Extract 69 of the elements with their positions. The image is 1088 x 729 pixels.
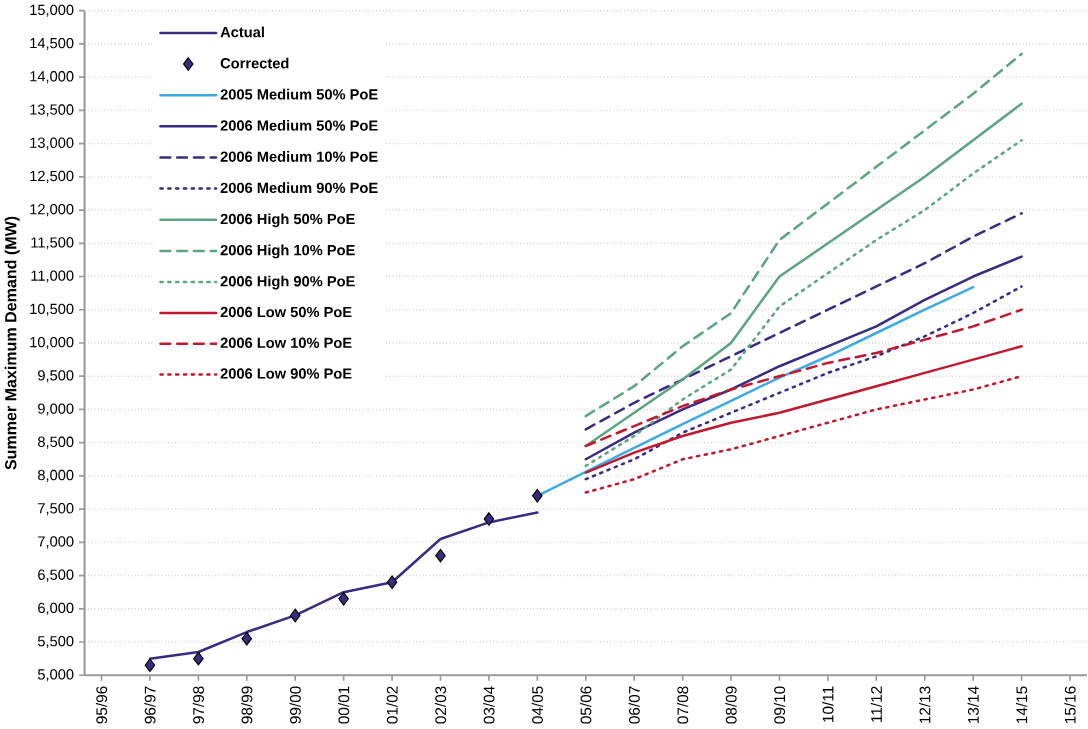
legend-label: 2006 High 50% PoE xyxy=(220,213,355,228)
x-tick-label: 11/12 xyxy=(870,686,882,722)
y-tick-label: 5,500 xyxy=(37,636,74,649)
legend-label: 2006 Medium 10% PoE xyxy=(220,151,378,162)
legend-label: 2006 High 90% PoE xyxy=(220,275,355,290)
y-tick-label: 14,000 xyxy=(30,71,74,84)
y-tick-label: 12,000 xyxy=(30,204,74,217)
point xyxy=(532,489,543,503)
x-tick-label: 13/14 xyxy=(967,686,979,724)
line-series xyxy=(584,345,1023,474)
legend-label: Corrected xyxy=(220,57,289,69)
x-tick-label: 15/16 xyxy=(1064,686,1076,724)
point xyxy=(144,658,156,673)
y-tick-label: 7,500 xyxy=(38,503,74,516)
x-tick-label: 10/11 xyxy=(822,686,834,722)
y-tick-label: 8,500 xyxy=(37,436,74,449)
line-series xyxy=(584,255,1023,461)
y-tick-label: 12,500 xyxy=(30,170,74,183)
x-tick-label: 05/06 xyxy=(580,686,592,724)
legend-label: 2006 High 10% PoE xyxy=(220,244,355,259)
y-tick-label: 11,000 xyxy=(31,270,74,283)
y-tick-label: 11,500 xyxy=(31,237,74,250)
x-tick-label: 09/10 xyxy=(773,686,786,724)
x-tick-label: 14/15 xyxy=(1015,686,1028,724)
point xyxy=(386,575,398,590)
y-tick-label: 5,000 xyxy=(37,669,74,682)
x-tick-label: 97/98 xyxy=(192,686,204,724)
y-tick-label: 9,500 xyxy=(38,370,74,383)
legend-label: 2006 Low 50% PoE xyxy=(220,306,352,318)
point xyxy=(338,592,349,606)
x-tick-label: 00/01 xyxy=(338,686,350,724)
point xyxy=(435,548,446,563)
x-tick-label: 95/96 xyxy=(95,686,108,724)
x-tick-label: 02/03 xyxy=(434,686,447,724)
y-tick-label: 9,000 xyxy=(38,403,74,416)
x-tick-label: 98/99 xyxy=(241,686,253,724)
x-tick-label: 04/05 xyxy=(531,686,543,724)
legend-label: 2005 Medium 50% PoE xyxy=(220,88,378,100)
x-tick-label: 12/13 xyxy=(919,686,931,724)
y-tick-label: 15,000 xyxy=(30,4,74,17)
legend-label: 2006 Low 90% PoE xyxy=(220,368,352,379)
legend-label: 2006 Medium 90% PoE xyxy=(220,182,378,194)
y-tick-label: 13,500 xyxy=(30,104,74,117)
x-tick-label: 08/09 xyxy=(725,686,737,724)
y-axis-title: Summer Maximum Demand (MW) xyxy=(4,216,20,470)
line-series xyxy=(584,212,1023,431)
y-tick-label: 13,000 xyxy=(30,137,74,150)
legend-label: 2006 Medium 50% PoE xyxy=(220,120,378,131)
x-tick-label: 96/97 xyxy=(144,686,156,724)
x-tick-label: 07/08 xyxy=(676,686,689,724)
y-tick-label: 14,500 xyxy=(30,37,74,51)
y-tick-label: 8,000 xyxy=(37,469,74,483)
point xyxy=(241,631,253,646)
point xyxy=(483,512,495,526)
y-tick-label: 10,000 xyxy=(30,337,74,350)
x-tick-label: 01/02 xyxy=(386,686,398,724)
x-tick-label: 06/07 xyxy=(628,686,640,724)
y-tick-label: 7,000 xyxy=(38,536,74,549)
legend-label: Actual xyxy=(220,26,264,38)
point xyxy=(193,651,204,666)
line-series xyxy=(584,52,1023,418)
x-tick-label: 03/04 xyxy=(483,686,495,724)
x-tick-label: 99/00 xyxy=(289,686,301,724)
legend-label: 2006 Low 10% PoE xyxy=(220,337,352,349)
line-series xyxy=(584,139,1023,468)
y-tick-label: 6,000 xyxy=(38,602,74,615)
y-tick-label: 6,500 xyxy=(38,569,74,582)
y-tick-label: 10,500 xyxy=(30,303,74,316)
point xyxy=(289,608,301,623)
